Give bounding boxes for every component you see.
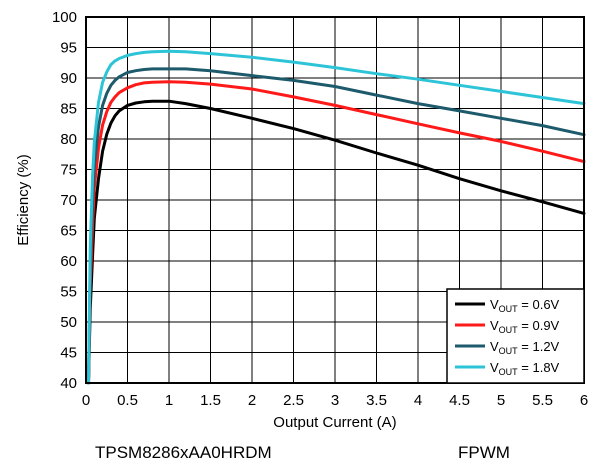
- x-tick-labels: 0 0.5 1 1.5 2 2.5 3 3.5 4 4.5 5 5.5 6: [82, 392, 588, 409]
- x-tick-label: 2: [248, 392, 256, 409]
- footer-device-name: TPSM8286xAA0HRDM: [95, 443, 272, 462]
- y-tick-label: 100: [52, 9, 77, 26]
- y-tick-label: 75: [60, 162, 77, 179]
- legend-label: VOUT = 1.2V: [490, 339, 560, 356]
- legend-label: VOUT = 1.8V: [490, 360, 560, 377]
- legend: VOUT = 0.6V VOUT = 0.9V VOUT = 1.2V VOUT = …: [446, 288, 585, 384]
- x-tick-label: 5: [497, 392, 505, 409]
- plot-frame: [85, 16, 585, 384]
- x-tick-label: 4: [414, 392, 422, 409]
- x-tick-label: 3: [331, 392, 339, 409]
- y-tick-label: 40: [60, 375, 77, 392]
- x-tick-label: 6: [580, 392, 588, 409]
- y-tick-label: 70: [60, 192, 77, 209]
- series-line-2: [87, 80, 586, 385]
- x-tick-label: 4.5: [449, 392, 470, 409]
- x-tick-label: 1.5: [200, 392, 221, 409]
- x-tick-label: 1: [165, 392, 173, 409]
- series-line-3: [87, 67, 586, 385]
- y-tick-label: 65: [60, 223, 77, 240]
- y-tick-label: 60: [60, 253, 77, 270]
- y-tick-label: 50: [60, 314, 77, 331]
- series-line-4: [87, 49, 586, 385]
- y-axis-label: Efficiency (%): [15, 154, 32, 245]
- x-tick-label: 3.5: [366, 392, 387, 409]
- y-tick-label: 45: [60, 345, 77, 362]
- y-tick-label: 85: [60, 101, 77, 118]
- x-axis-label: Output Current (A): [273, 414, 396, 431]
- x-tick-label: 2.5: [283, 392, 304, 409]
- y-tick-label: 55: [60, 284, 77, 301]
- y-tick-labels: 40 45 50 55 60 65 70 75 80 85 90 95 100: [52, 9, 77, 392]
- y-tick-label: 95: [60, 40, 77, 57]
- efficiency-chart: 0 0.5 1 1.5 2 2.5 3 3.5 4 4.5 5 5.5 6 40 45 50 55 60 65 70…: [15, 9, 588, 431]
- legend-label: VOUT = 0.9V: [490, 318, 560, 335]
- footer-mode-label: FPWM: [458, 443, 510, 462]
- y-tick-label: 80: [60, 131, 77, 148]
- series-lines: [87, 49, 586, 385]
- x-tick-label: 0: [82, 392, 90, 409]
- legend-label: VOUT = 0.6V: [490, 297, 560, 314]
- x-tick-label: 5.5: [532, 392, 553, 409]
- x-tick-label: 0.5: [117, 392, 138, 409]
- y-tick-label: 90: [60, 70, 77, 87]
- series-line-1: [87, 99, 586, 385]
